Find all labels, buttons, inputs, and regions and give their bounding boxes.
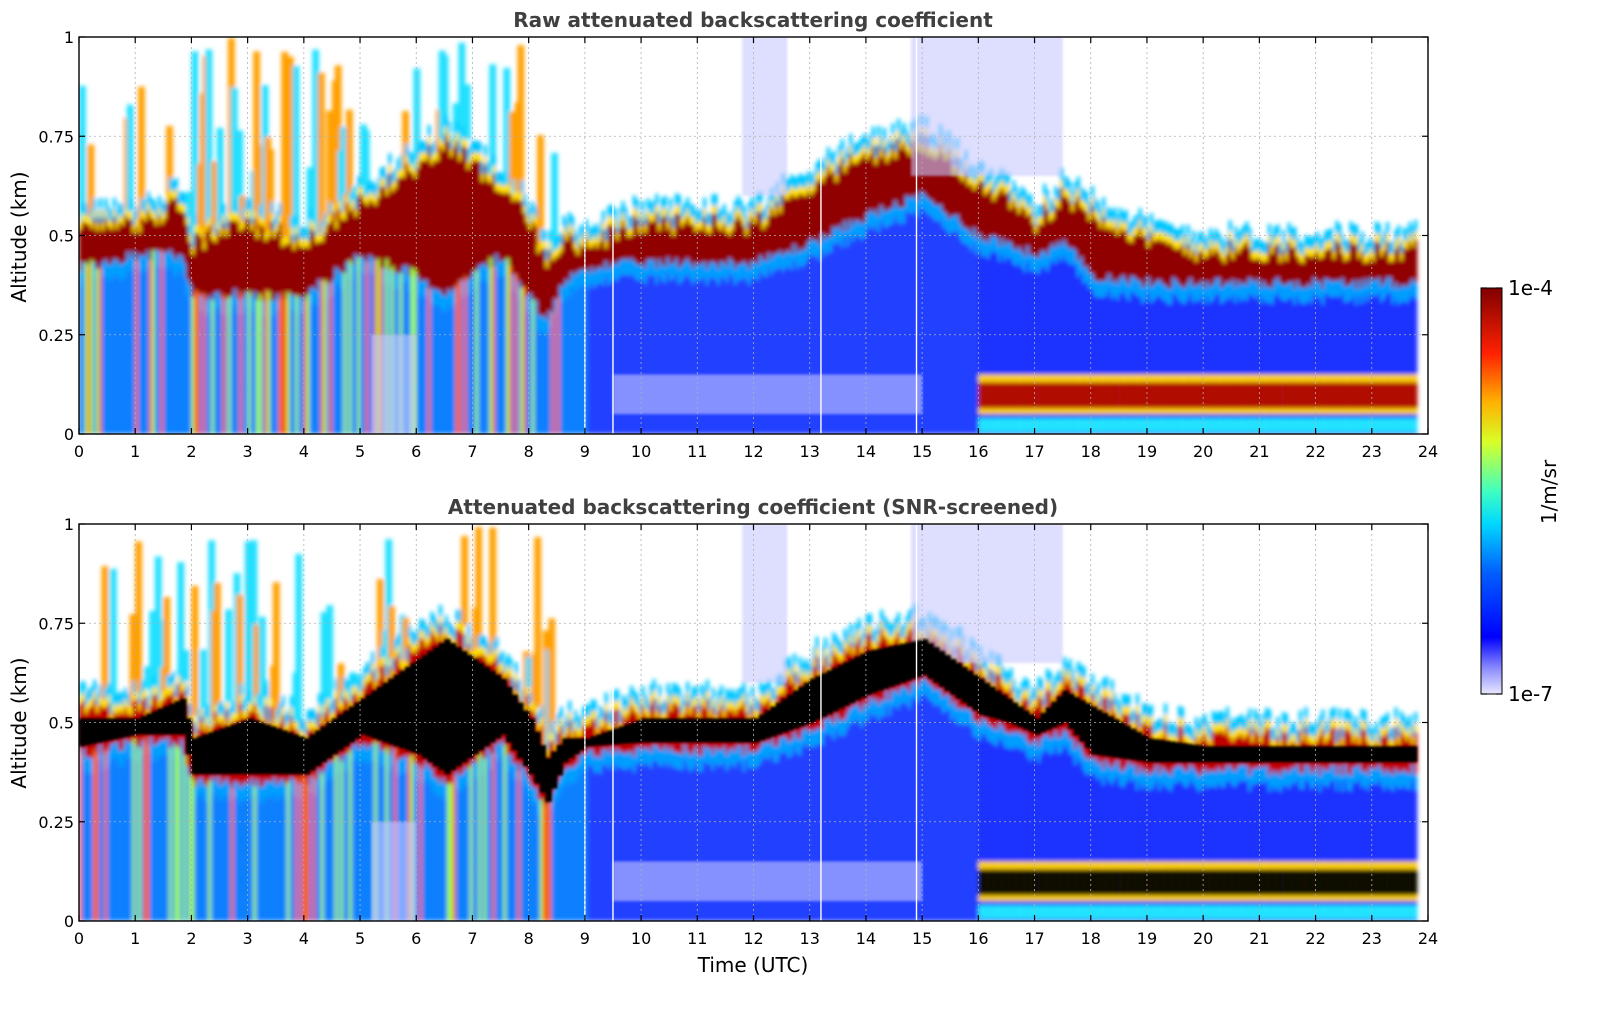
- y-tick-label: 0.5: [49, 714, 74, 733]
- x-tick-label: 15: [912, 929, 932, 948]
- snr-screened-panel: Attenuated backscattering coefficient (S…: [7, 495, 1438, 977]
- low-signal-noise: [371, 37, 1063, 434]
- x-tick-label: 20: [1193, 442, 1213, 461]
- colorbar-max-label: 1e-4: [1508, 276, 1553, 300]
- x-tick-label: 5: [355, 442, 365, 461]
- x-tick-label: 16: [968, 442, 988, 461]
- y-tick-label: 0: [64, 912, 74, 931]
- x-tick-label: 11: [687, 929, 707, 948]
- saturated-core: [79, 639, 1418, 802]
- x-tick-label: 2: [186, 929, 196, 948]
- y-tick-label: 1: [64, 28, 74, 47]
- x-tick-label: 19: [1137, 442, 1157, 461]
- x-tick-label: 18: [1081, 442, 1101, 461]
- y-tick-label: 0.75: [38, 614, 74, 633]
- x-tick-label: 5: [355, 929, 365, 948]
- colorbar: 1e-4 1e-7 1/m/sr: [1480, 276, 1561, 706]
- x-tick-label: 19: [1137, 929, 1157, 948]
- x-tick-label: 21: [1249, 929, 1269, 948]
- x-tick-label: 13: [800, 929, 820, 948]
- y-tick-label: 0.5: [49, 227, 74, 246]
- x-tick-label: 24: [1418, 442, 1438, 461]
- colorbar-gradient: [1480, 287, 1503, 695]
- x-tick-label: 8: [524, 929, 534, 948]
- raw-backscatter-panel: Raw attenuated backscattering coefficien…: [7, 8, 1438, 461]
- x-tick-label: 14: [856, 929, 876, 948]
- x-tick-label: 15: [912, 442, 932, 461]
- x-tick-label: 1: [130, 929, 140, 948]
- x-tick-label: 9: [580, 929, 590, 948]
- grid: [78, 523, 1429, 922]
- y-tick-label: 0: [64, 425, 74, 444]
- x-tick-label: 12: [743, 442, 763, 461]
- y-tick-label: 1: [64, 515, 74, 534]
- colorbar-min-label: 1e-7: [1508, 682, 1553, 706]
- x-tick-label: 24: [1418, 929, 1438, 948]
- x-tick-label: 7: [467, 929, 477, 948]
- x-tick-label: 14: [856, 442, 876, 461]
- x-tick-label: 11: [687, 442, 707, 461]
- x-tick-label: 10: [631, 929, 651, 948]
- x-tick-label: 0: [74, 442, 84, 461]
- x-tick-label: 22: [1305, 442, 1325, 461]
- x-tick-label: 12: [743, 929, 763, 948]
- low-signal-noise: [371, 524, 1063, 921]
- x-tick-label: 1: [130, 442, 140, 461]
- x-tick-label: 9: [580, 442, 590, 461]
- x-tick-label: 18: [1081, 929, 1101, 948]
- x-tick-label: 10: [631, 442, 651, 461]
- raw-panel-title: Raw attenuated backscattering coefficien…: [513, 8, 993, 32]
- x-tick-label: 8: [524, 442, 534, 461]
- x-tick-label: 6: [411, 442, 421, 461]
- y-tick-label: 0.25: [38, 813, 74, 832]
- raw-y-axis-label: Altitude (km): [7, 171, 31, 302]
- x-tick-label: 22: [1305, 929, 1325, 948]
- raw-plot-area: 0 1 2 3 4 5 6 7 8 9 10 11 12 13 14 15 16 17 18 19 20 21 22 23 24…: [38, 28, 1438, 461]
- x-tick-label: 3: [243, 929, 253, 948]
- x-tick-label: 21: [1249, 442, 1269, 461]
- snr-plot-area: 0 1 2 3 4 5 6 7 8 9 10 11 12 13 14 15 16 17 18 19 20 21 22 23 24…: [38, 515, 1438, 948]
- x-tick-label: 6: [411, 929, 421, 948]
- x-tick-label: 23: [1362, 442, 1382, 461]
- x-tick-label: 17: [1024, 929, 1044, 948]
- x-tick-label: 4: [299, 929, 309, 948]
- y-tick-label: 0.25: [38, 326, 74, 345]
- x-tick-label: 17: [1024, 442, 1044, 461]
- colorbar-unit-label: 1/m/sr: [1537, 459, 1561, 524]
- x-tick-label: 20: [1193, 929, 1213, 948]
- x-tick-label: 16: [968, 929, 988, 948]
- x-tick-label: 2: [186, 442, 196, 461]
- x-axis-label: Time (UTC): [697, 953, 809, 977]
- snr-panel-title: Attenuated backscattering coefficient (S…: [448, 495, 1058, 519]
- x-tick-label: 4: [299, 442, 309, 461]
- x-tick-label: 7: [467, 442, 477, 461]
- x-tick-label: 23: [1362, 929, 1382, 948]
- x-tick-label: 0: [74, 929, 84, 948]
- y-tick-label: 0.75: [38, 127, 74, 146]
- snr-y-axis-label: Altitude (km): [7, 657, 31, 788]
- x-tick-label: 13: [800, 442, 820, 461]
- x-tick-label: 3: [243, 442, 253, 461]
- backscatter-columns: [79, 37, 1418, 434]
